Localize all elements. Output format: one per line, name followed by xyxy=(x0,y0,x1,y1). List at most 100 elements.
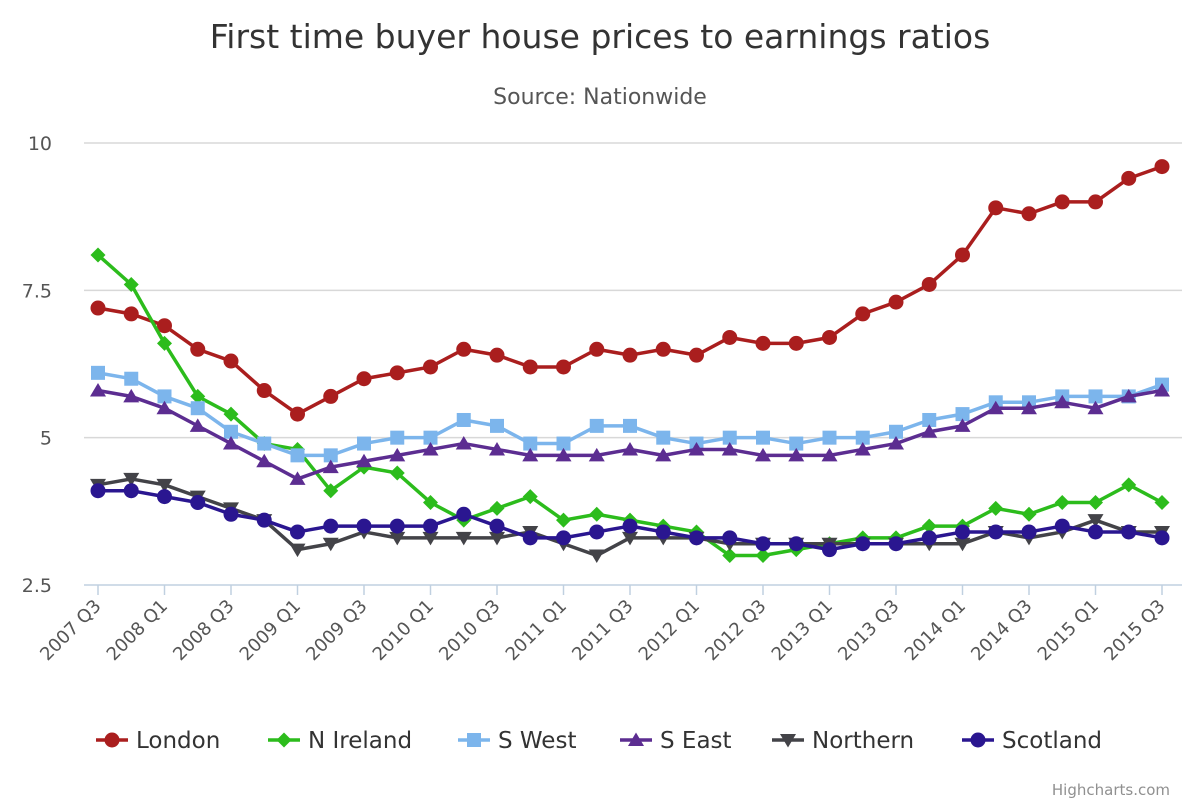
data-point-scotland[interactable] xyxy=(955,524,970,540)
data-point-s-east[interactable] xyxy=(854,441,871,456)
data-point-n-ireland[interactable] xyxy=(1154,494,1170,510)
data-point-london[interactable] xyxy=(622,347,638,363)
data-point-n-ireland[interactable] xyxy=(755,548,771,564)
data-point-scotland[interactable] xyxy=(689,530,704,546)
data-point-s-west[interactable] xyxy=(556,436,571,451)
data-point-london[interactable] xyxy=(589,341,605,357)
data-point-scotland[interactable] xyxy=(223,506,239,522)
data-point-s-west[interactable] xyxy=(290,448,305,463)
data-point-scotland[interactable] xyxy=(755,536,771,552)
data-point-scotland[interactable] xyxy=(1088,524,1103,540)
data-point-n-ireland[interactable] xyxy=(589,506,605,522)
data-point-s-east[interactable] xyxy=(987,400,1004,415)
data-point-s-west[interactable] xyxy=(756,430,770,445)
data-point-s-east[interactable] xyxy=(588,447,605,462)
data-point-s-west[interactable] xyxy=(855,430,870,445)
data-point-northern[interactable] xyxy=(156,478,173,493)
legend-item-s-west[interactable]: S West xyxy=(458,728,576,754)
data-point-s-east[interactable] xyxy=(322,459,339,474)
data-point-scotland[interactable] xyxy=(722,530,738,546)
data-point-london[interactable] xyxy=(389,365,405,381)
data-point-scotland[interactable] xyxy=(921,530,937,546)
data-point-scotland[interactable] xyxy=(1054,518,1070,534)
data-point-s-east[interactable] xyxy=(954,418,971,432)
data-point-scotland[interactable] xyxy=(522,530,538,546)
data-point-scotland[interactable] xyxy=(389,518,405,534)
data-point-s-east[interactable] xyxy=(555,447,572,462)
data-point-s-east[interactable] xyxy=(921,424,938,438)
data-point-s-east[interactable] xyxy=(1054,394,1071,409)
data-point-s-east[interactable] xyxy=(1021,400,1037,415)
data-point-london[interactable] xyxy=(556,359,571,375)
data-point-n-ireland[interactable] xyxy=(423,494,438,510)
data-point-london[interactable] xyxy=(356,371,372,387)
data-point-london[interactable] xyxy=(955,247,970,263)
data-point-scotland[interactable] xyxy=(855,536,871,552)
data-point-n-ireland[interactable] xyxy=(190,388,206,404)
legend-item-s-east[interactable]: S East xyxy=(620,728,732,754)
data-point-northern[interactable] xyxy=(322,537,339,552)
data-point-northern[interactable] xyxy=(1087,514,1104,528)
data-point-london[interactable] xyxy=(223,353,239,369)
data-point-s-west[interactable] xyxy=(589,418,604,433)
data-point-s-east[interactable] xyxy=(422,441,439,456)
data-point-scotland[interactable] xyxy=(589,524,605,540)
data-point-n-ireland[interactable] xyxy=(556,512,571,528)
data-point-scotland[interactable] xyxy=(1121,524,1137,540)
legend-item-n-ireland[interactable]: N Ireland xyxy=(268,728,412,754)
data-point-london[interactable] xyxy=(323,388,339,404)
data-point-london[interactable] xyxy=(522,359,538,375)
data-point-london[interactable] xyxy=(190,341,206,357)
data-point-london[interactable] xyxy=(123,306,139,322)
data-point-london[interactable] xyxy=(988,200,1004,216)
data-point-scotland[interactable] xyxy=(556,530,571,546)
data-point-s-west[interactable] xyxy=(822,430,837,445)
data-point-scotland[interactable] xyxy=(123,483,139,499)
data-point-n-ireland[interactable] xyxy=(522,489,538,505)
data-point-scotland[interactable] xyxy=(323,518,339,534)
data-point-scotland[interactable] xyxy=(788,536,804,552)
data-point-s-east[interactable] xyxy=(455,436,472,450)
data-point-scotland[interactable] xyxy=(489,518,505,534)
data-point-northern[interactable] xyxy=(455,531,472,546)
data-point-scotland[interactable] xyxy=(1154,530,1170,546)
data-point-s-west[interactable] xyxy=(190,401,205,416)
data-point-london[interactable] xyxy=(90,300,106,316)
data-point-london[interactable] xyxy=(921,276,937,292)
data-point-scotland[interactable] xyxy=(822,542,837,558)
data-point-s-east[interactable] xyxy=(489,441,505,456)
data-point-scotland[interactable] xyxy=(256,512,272,528)
data-point-london[interactable] xyxy=(788,335,804,351)
data-point-s-east[interactable] xyxy=(189,418,206,432)
data-point-northern[interactable] xyxy=(588,549,605,564)
data-point-s-west[interactable] xyxy=(224,424,238,439)
data-point-s-west[interactable] xyxy=(357,436,371,451)
data-point-london[interactable] xyxy=(290,406,305,422)
data-point-n-ireland[interactable] xyxy=(489,500,505,516)
data-point-s-west[interactable] xyxy=(490,418,504,433)
data-point-northern[interactable] xyxy=(422,531,439,546)
data-point-london[interactable] xyxy=(722,329,738,345)
data-point-n-ireland[interactable] xyxy=(921,518,937,534)
data-point-n-ireland[interactable] xyxy=(123,276,139,292)
data-point-northern[interactable] xyxy=(622,531,638,546)
data-point-northern[interactable] xyxy=(954,537,971,552)
data-point-london[interactable] xyxy=(822,329,837,345)
data-point-n-ireland[interactable] xyxy=(157,335,172,351)
data-point-northern[interactable] xyxy=(389,531,406,546)
data-point-s-east[interactable] xyxy=(788,447,805,462)
data-point-london[interactable] xyxy=(755,335,771,351)
data-point-london[interactable] xyxy=(1154,159,1170,175)
legend-item-northern[interactable]: Northern xyxy=(772,728,914,754)
data-point-s-west[interactable] xyxy=(124,371,139,386)
data-point-s-east[interactable] xyxy=(1120,388,1137,403)
data-point-n-ireland[interactable] xyxy=(1088,494,1103,510)
data-point-london[interactable] xyxy=(256,383,272,399)
data-point-london[interactable] xyxy=(456,341,472,357)
data-point-s-east[interactable] xyxy=(356,453,372,468)
data-point-scotland[interactable] xyxy=(356,518,372,534)
data-point-london[interactable] xyxy=(888,294,904,310)
data-point-london[interactable] xyxy=(1088,194,1103,210)
data-point-scotland[interactable] xyxy=(456,506,472,522)
data-point-s-west[interactable] xyxy=(623,418,637,433)
